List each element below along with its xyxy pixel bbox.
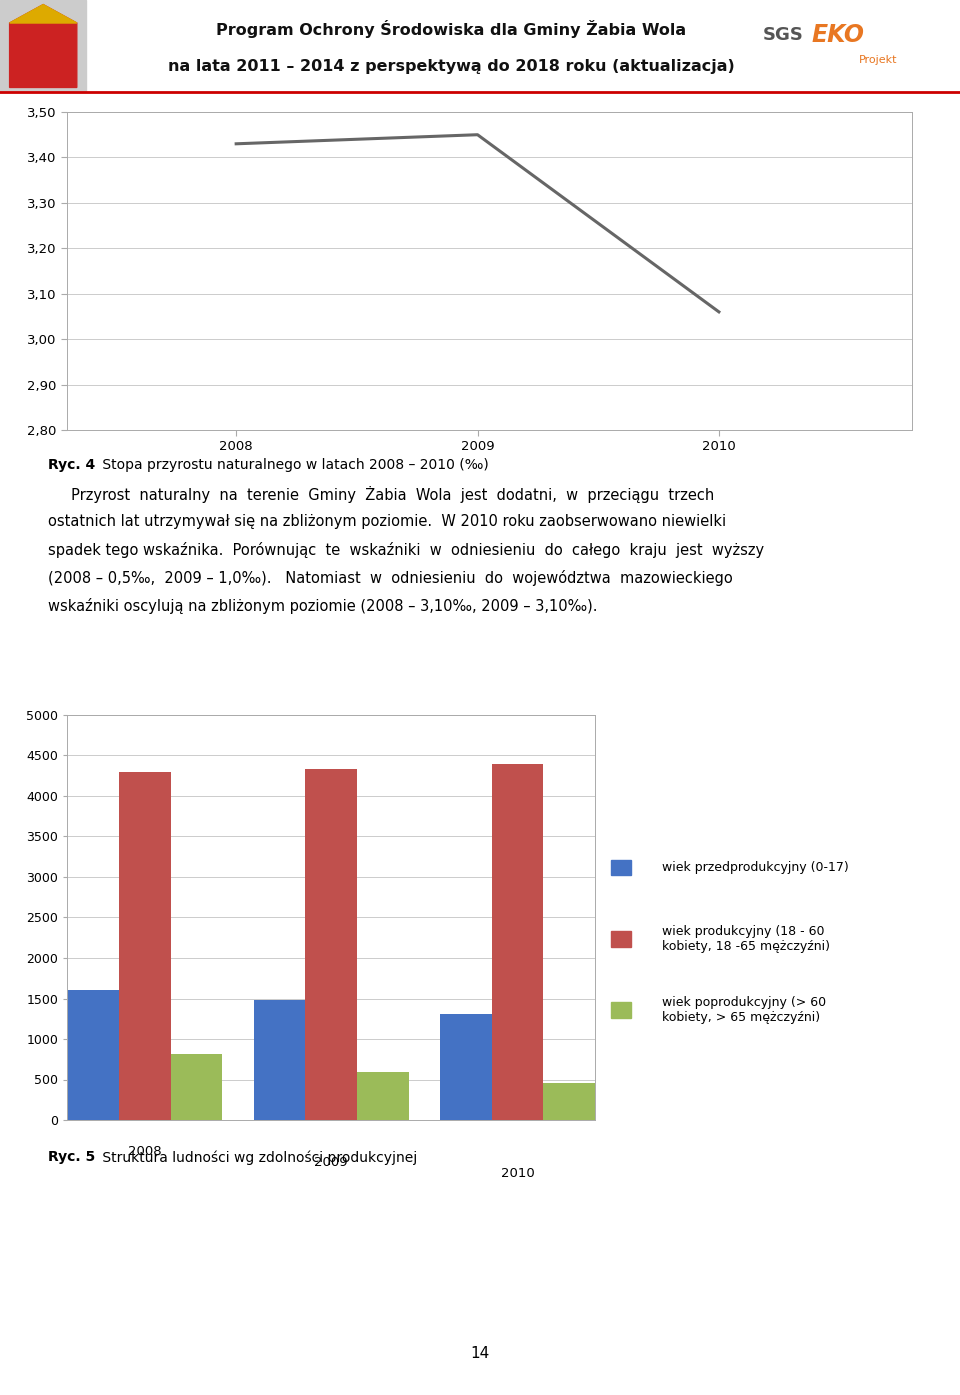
Text: wskaźniki oscylują na zbliżonym poziomie (2008 – 3,10‰, 2009 – 3,10‰).: wskaźniki oscylują na zbliżonym poziomie… (48, 598, 597, 614)
Text: 2008: 2008 (128, 1145, 161, 1158)
Text: 2010: 2010 (501, 1168, 535, 1180)
Bar (611, 930, 631, 947)
Bar (440, 1014, 492, 1120)
Bar (492, 763, 543, 1120)
Text: na lata 2011 – 2014 z perspektywą do 2018 roku (aktualizacja): na lata 2011 – 2014 z perspektywą do 201… (168, 59, 734, 74)
Text: ostatnich lat utrzymywał się na zbliżonym poziomie.  W 2010 roku zaobserwowano n: ostatnich lat utrzymywał się na zbliżony… (48, 515, 726, 530)
Text: Ryc. 4: Ryc. 4 (48, 458, 95, 472)
Bar (253, 1000, 305, 1120)
Text: 14: 14 (470, 1346, 490, 1360)
Text: Ryc. 5: Ryc. 5 (48, 1151, 95, 1165)
Text: Przyrost  naturalny  na  terenie  Gminy  Żabia  Wola  jest  dodatni,  w  przecią: Przyrost naturalny na terenie Gminy Żabi… (48, 485, 714, 502)
Text: (2008 – 0,5‰,  2009 – 1,0‰).   Natomiast  w  odniesieniu  do  województwa  mazow: (2008 – 0,5‰, 2009 – 1,0‰). Natomiast w … (48, 571, 732, 586)
Text: spadek tego wskaźnika.  Porównując  te  wskaźniki  w  odniesieniu  do  całego  k: spadek tego wskaźnika. Porównując te wsk… (48, 543, 764, 558)
Bar (305, 769, 357, 1120)
Text: Projekt: Projekt (859, 54, 898, 64)
Text: Struktura ludności wg zdolności produkcyjnej: Struktura ludności wg zdolności produkcy… (98, 1151, 418, 1165)
Bar (119, 771, 171, 1120)
Bar (67, 990, 119, 1120)
Text: 2009: 2009 (314, 1156, 348, 1169)
Text: EKO: EKO (811, 22, 864, 47)
Text: SGS: SGS (763, 27, 804, 45)
Bar (543, 1083, 595, 1120)
Bar (611, 859, 631, 876)
Text: wiek produkcyjny (18 - 60
kobiety, 18 -65 mężczyźni): wiek produkcyjny (18 - 60 kobiety, 18 -6… (662, 925, 830, 953)
Bar (357, 1073, 409, 1120)
Polygon shape (10, 4, 77, 22)
Text: Program Ochrony Środowiska dla Gminy Žabia Wola: Program Ochrony Środowiska dla Gminy Žab… (216, 21, 686, 39)
Text: wiek przedprodukcyjny (0-17): wiek przedprodukcyjny (0-17) (662, 861, 850, 875)
Bar (0, 0, 86, 92)
Bar (611, 1003, 631, 1018)
Text: Stopa przyrostu naturalnego w latach 2008 – 2010 (‰): Stopa przyrostu naturalnego w latach 200… (98, 458, 489, 472)
Bar (171, 1053, 223, 1120)
Polygon shape (10, 4, 77, 88)
Text: wiek poprodukcyjny (> 60
kobiety, > 65 mężczyźni): wiek poprodukcyjny (> 60 kobiety, > 65 m… (662, 996, 827, 1024)
